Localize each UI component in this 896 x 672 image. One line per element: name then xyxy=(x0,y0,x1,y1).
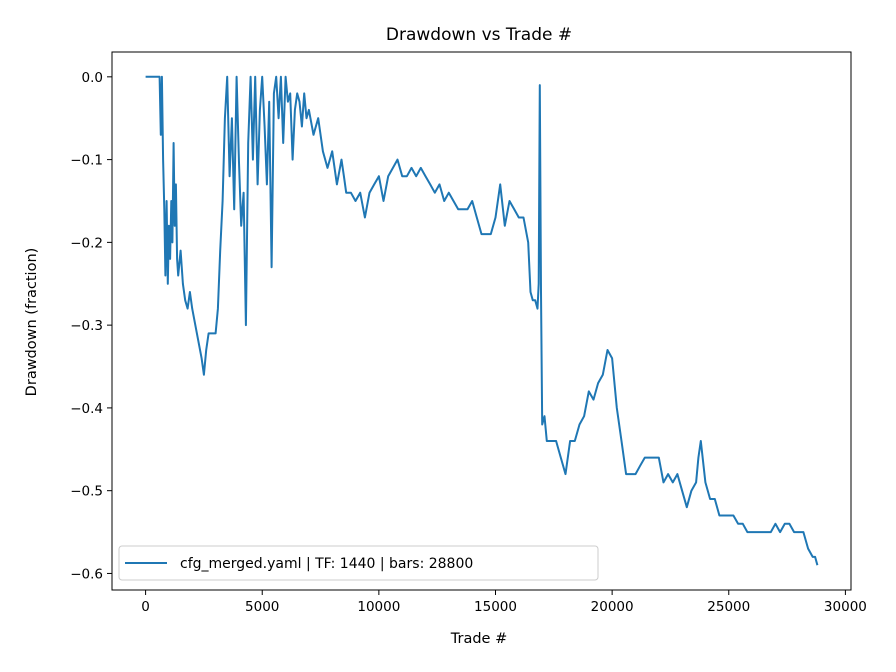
y-tick-label: −0.3 xyxy=(70,318,103,334)
legend-label: cfg_merged.yaml | TF: 1440 | bars: 28800 xyxy=(180,556,473,572)
chart-title: Drawdown vs Trade # xyxy=(386,25,572,45)
x-tick-label: 30000 xyxy=(824,599,867,615)
x-tick-label: 25000 xyxy=(707,599,750,615)
axes-frame xyxy=(111,51,852,591)
x-axis-label: Trade # xyxy=(450,631,507,647)
y-axis: 0.0 −0.1 −0.2 −0.3 −0.4 −0.5 −0.6 xyxy=(70,70,112,582)
y-tick-label: −0.6 xyxy=(70,566,103,582)
legend-box xyxy=(118,545,599,581)
series-layer xyxy=(145,75,819,566)
x-tick-label: 20000 xyxy=(591,599,634,615)
x-tick-label: 5000 xyxy=(245,599,279,615)
plot-area xyxy=(111,51,852,591)
y-tick-label: −0.2 xyxy=(70,235,103,251)
y-tick-label: −0.1 xyxy=(70,153,103,169)
x-tick-label: 15000 xyxy=(474,599,517,615)
axes-background xyxy=(112,52,851,590)
y-tick-label: 0.0 xyxy=(82,70,103,86)
x-tick-label: 10000 xyxy=(357,599,400,615)
series-line xyxy=(145,75,819,566)
y-tick-label: −0.5 xyxy=(70,484,103,500)
y-tick-label: −0.4 xyxy=(70,401,103,417)
legend: cfg_merged.yaml | TF: 1440 | bars: 28800 xyxy=(118,545,599,581)
x-tick-label: 0 xyxy=(141,599,150,615)
x-axis: 0 5000 10000 15000 20000 25000 30000 xyxy=(141,590,867,615)
y-axis-label: Drawdown (fraction) xyxy=(24,248,40,397)
